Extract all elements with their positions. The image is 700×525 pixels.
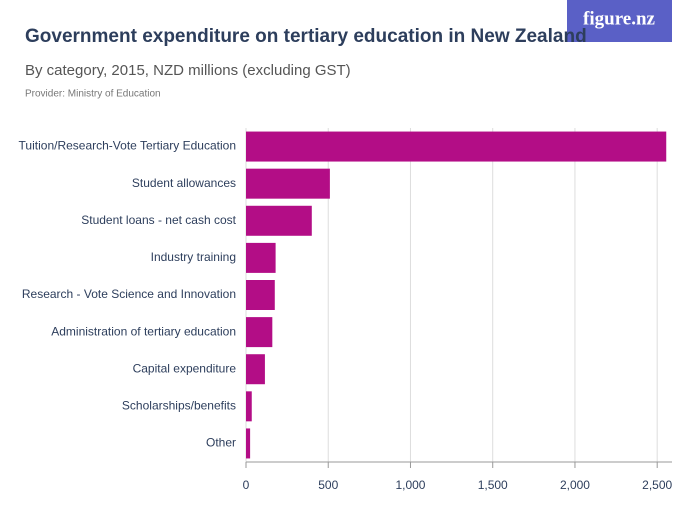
y-tick-label: Student allowances — [132, 176, 236, 190]
bar — [246, 168, 330, 199]
provider: Provider: Ministry of Education — [25, 89, 161, 100]
y-tick-label: Research - Vote Science and Innovation — [22, 287, 236, 301]
y-tick-label: Student loans - net cash cost — [81, 213, 236, 227]
bar — [246, 242, 276, 273]
y-tick-label: Other — [206, 436, 236, 450]
bar — [246, 280, 275, 310]
y-tick-label: Capital expenditure — [133, 361, 237, 375]
bar — [246, 131, 667, 162]
logo-box — [567, 0, 672, 42]
y-tick-label: Industry training — [151, 250, 236, 264]
x-tick-label: 1,000 — [395, 478, 425, 492]
bar — [246, 354, 265, 385]
x-tick-label: 1,500 — [478, 478, 508, 492]
chart-subtitle: By category, 2015, NZD millions (excludi… — [25, 62, 351, 79]
x-tick-label: 0 — [243, 478, 250, 492]
x-tick-label: 2,500 — [642, 478, 672, 492]
bar — [246, 428, 251, 459]
y-tick-label: Administration of tertiary education — [51, 324, 236, 338]
x-tick-label: 500 — [318, 478, 338, 492]
bar — [246, 317, 273, 348]
x-tick-label: 2,000 — [560, 478, 590, 492]
chart-title: Government expenditure on tertiary educa… — [25, 26, 587, 47]
logo: figure.nz — [583, 8, 656, 29]
bar — [246, 205, 312, 236]
bar — [246, 391, 252, 422]
y-tick-label: Scholarships/benefits — [122, 399, 236, 413]
y-tick-label: Tuition/Research-Vote Tertiary Education — [19, 139, 236, 153]
